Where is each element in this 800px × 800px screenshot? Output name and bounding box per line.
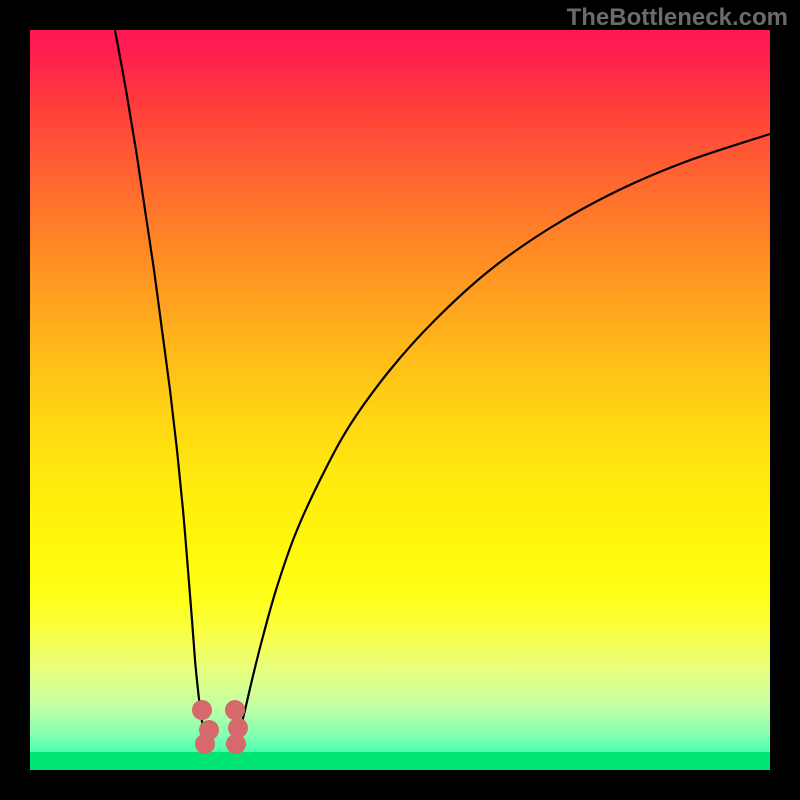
marker-point <box>225 700 245 720</box>
gradient-background <box>30 30 770 770</box>
chart-frame: TheBottleneck.com <box>0 0 800 800</box>
marker-point <box>226 734 246 754</box>
plot-area <box>30 30 770 770</box>
marker-point <box>192 700 212 720</box>
marker-point <box>195 734 215 754</box>
bottleneck-chart <box>30 30 770 770</box>
watermark-text: TheBottleneck.com <box>567 4 788 32</box>
green-bottom-bar <box>30 752 770 770</box>
